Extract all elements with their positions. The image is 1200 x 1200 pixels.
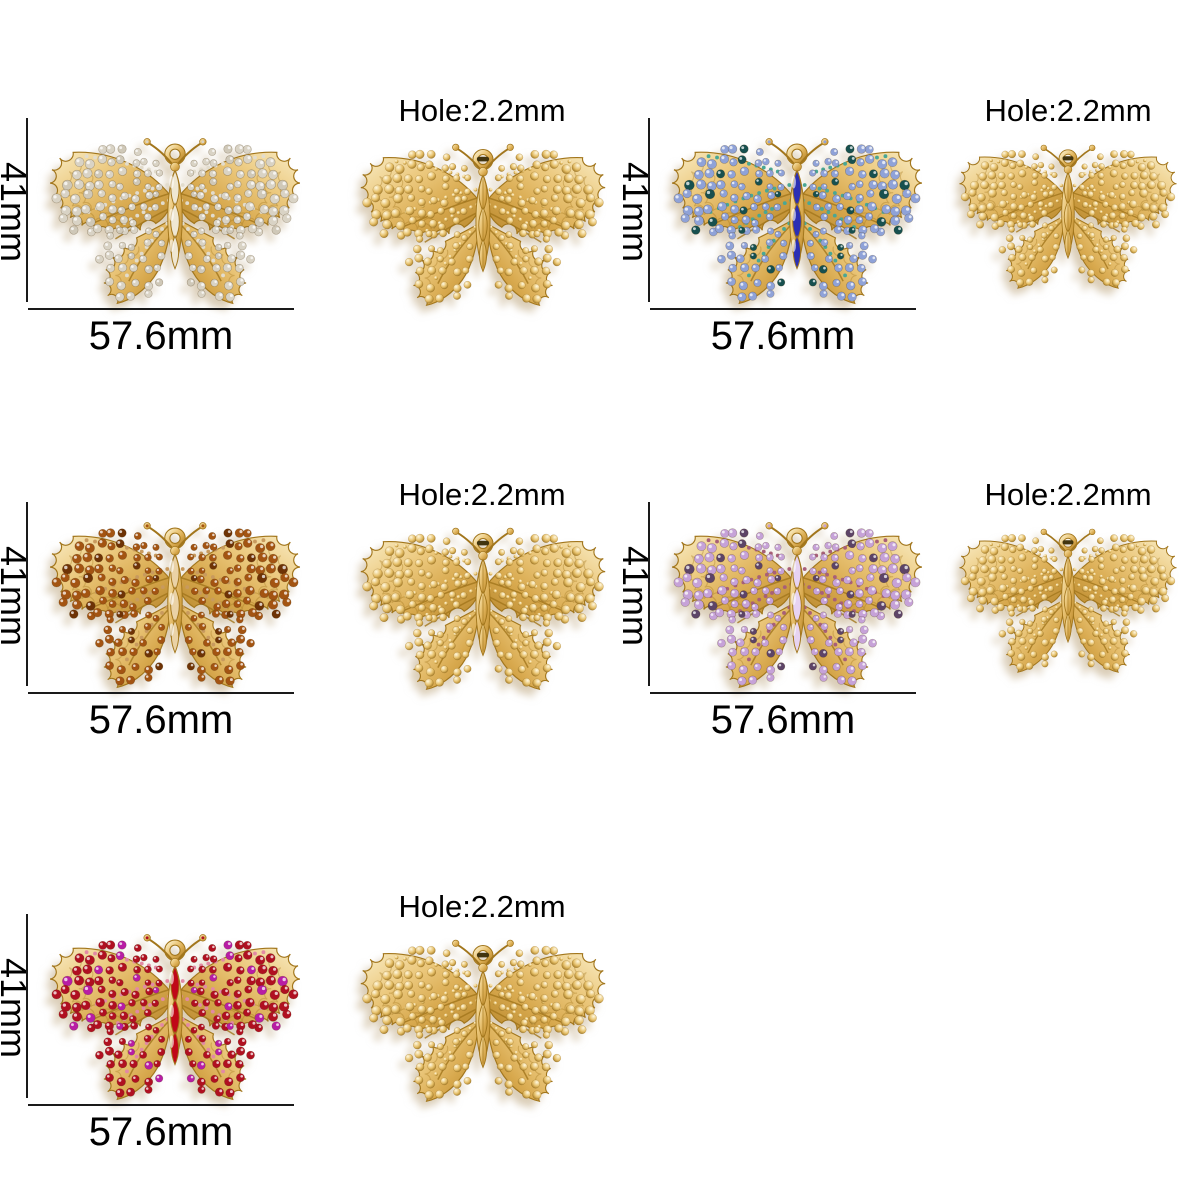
height-dimension-line bbox=[26, 914, 28, 1098]
height-dimension-label: 41mm bbox=[615, 161, 656, 263]
product-back-1: Hole:2.2mm bbox=[332, 88, 632, 338]
width-dimension-label: 57.6mm bbox=[710, 314, 856, 358]
height-dimension-label: 41mm bbox=[0, 957, 34, 1059]
hole-size-label: Hole:2.2mm bbox=[398, 889, 566, 924]
width-dimension-label: 57.6mm bbox=[710, 698, 856, 742]
product-back-4: Hole:2.2mm bbox=[936, 472, 1200, 712]
butterfly-svg bbox=[671, 522, 923, 689]
product-front-purple: 41mm 57.6mm bbox=[615, 472, 952, 747]
butterfly-back bbox=[342, 914, 624, 1108]
butterfly-svg bbox=[49, 934, 301, 1101]
width-dimension-line bbox=[28, 692, 294, 694]
hole-size-label: Hole:2.2mm bbox=[984, 93, 1152, 128]
width-dimension-line bbox=[28, 1104, 294, 1106]
product-back-3: Hole:2.2mm bbox=[332, 472, 632, 722]
height-dimension-label: 41mm bbox=[0, 161, 34, 263]
width-dimension-line bbox=[650, 692, 916, 694]
butterfly-svg bbox=[49, 522, 301, 689]
butterfly-svg bbox=[49, 138, 301, 305]
product-back-5: Hole:2.2mm bbox=[332, 884, 632, 1134]
butterfly-back bbox=[942, 506, 1194, 678]
height-dimension-line bbox=[648, 118, 650, 302]
hole-size-label: Hole:2.2mm bbox=[984, 477, 1152, 512]
butterfly-front-amber bbox=[30, 496, 320, 694]
width-dimension-label: 57.6mm bbox=[88, 698, 234, 742]
height-dimension-line bbox=[648, 502, 650, 686]
butterfly-back bbox=[942, 122, 1194, 294]
hole-size-label: Hole:2.2mm bbox=[398, 477, 566, 512]
butterfly-svg bbox=[360, 527, 606, 691]
width-dimension-line bbox=[650, 308, 916, 310]
butterfly-svg bbox=[360, 143, 606, 307]
height-dimension-line bbox=[26, 502, 28, 686]
height-dimension-line bbox=[26, 118, 28, 302]
butterfly-back bbox=[342, 502, 624, 696]
width-dimension-line bbox=[28, 308, 294, 310]
product-front-red: 41mm 57.6mm bbox=[0, 884, 330, 1159]
height-dimension-label: 41mm bbox=[0, 545, 34, 647]
butterfly-front-clear bbox=[30, 112, 320, 310]
product-back-2: Hole:2.2mm bbox=[936, 88, 1200, 328]
product-front-clear: 41mm 57.6mm bbox=[0, 88, 330, 363]
butterfly-svg bbox=[959, 528, 1177, 673]
width-dimension-label: 57.6mm bbox=[88, 1110, 234, 1154]
product-front-amber: 41mm 57.6mm bbox=[0, 472, 330, 747]
butterfly-svg bbox=[959, 144, 1177, 289]
butterfly-front-blue bbox=[652, 112, 942, 310]
butterfly-svg bbox=[671, 138, 923, 305]
height-dimension-label: 41mm bbox=[615, 545, 656, 647]
product-front-blue: 41mm 57.6mm bbox=[615, 88, 952, 363]
butterfly-front-purple bbox=[652, 496, 942, 694]
hole-size-label: Hole:2.2mm bbox=[398, 93, 566, 128]
butterfly-front-red bbox=[30, 908, 320, 1106]
butterfly-svg bbox=[360, 939, 606, 1103]
butterfly-back bbox=[342, 118, 624, 312]
width-dimension-label: 57.6mm bbox=[88, 314, 234, 358]
